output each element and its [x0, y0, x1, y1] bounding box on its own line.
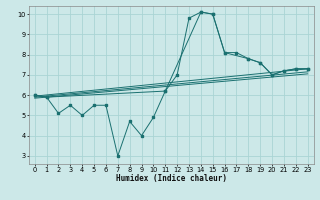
X-axis label: Humidex (Indice chaleur): Humidex (Indice chaleur) [116, 174, 227, 183]
